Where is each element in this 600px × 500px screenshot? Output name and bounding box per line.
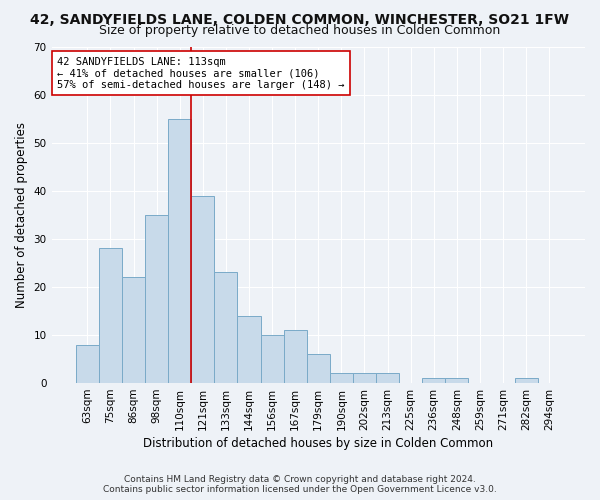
Bar	[99, 248, 122, 383]
Y-axis label: Number of detached properties: Number of detached properties	[15, 122, 28, 308]
Bar	[353, 374, 376, 383]
Text: Contains public sector information licensed under the Open Government Licence v3: Contains public sector information licen…	[103, 485, 497, 494]
Bar	[238, 316, 260, 383]
Text: 42, SANDYFIELDS LANE, COLDEN COMMON, WINCHESTER, SO21 1FW: 42, SANDYFIELDS LANE, COLDEN COMMON, WIN…	[31, 12, 569, 26]
Bar	[422, 378, 445, 383]
Bar	[260, 335, 284, 383]
Bar	[214, 272, 238, 383]
Bar	[284, 330, 307, 383]
Bar	[145, 215, 168, 383]
Text: 42 SANDYFIELDS LANE: 113sqm
← 41% of detached houses are smaller (106)
57% of se: 42 SANDYFIELDS LANE: 113sqm ← 41% of det…	[57, 56, 344, 90]
X-axis label: Distribution of detached houses by size in Colden Common: Distribution of detached houses by size …	[143, 437, 493, 450]
Bar	[76, 344, 99, 383]
Text: Contains HM Land Registry data © Crown copyright and database right 2024.: Contains HM Land Registry data © Crown c…	[124, 475, 476, 484]
Bar	[445, 378, 469, 383]
Bar	[191, 196, 214, 383]
Bar	[330, 374, 353, 383]
Bar	[168, 118, 191, 383]
Bar	[307, 354, 330, 383]
Bar	[515, 378, 538, 383]
Bar	[376, 374, 399, 383]
Bar	[122, 278, 145, 383]
Text: Size of property relative to detached houses in Colden Common: Size of property relative to detached ho…	[100, 24, 500, 37]
